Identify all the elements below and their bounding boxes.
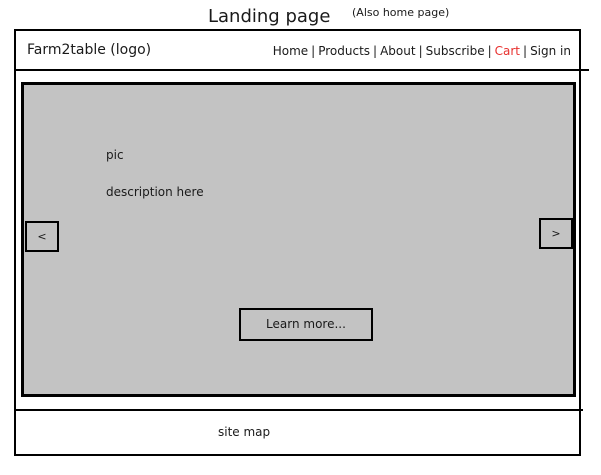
learn-more-button[interactable]: Learn more... (239, 308, 373, 341)
main-nav: Home | Products | About | Subscribe | Cart | Sign … (273, 43, 571, 59)
footer-divider (14, 409, 583, 411)
site-logo[interactable]: Farm2table (logo) (27, 42, 152, 58)
nav-home[interactable]: Home (272, 44, 309, 58)
nav-products[interactable]: Products (318, 44, 371, 58)
sitemap-link[interactable]: site map (218, 425, 271, 439)
nav-separator: | (487, 44, 492, 58)
nav-subscribe[interactable]: Subscribe (425, 44, 485, 58)
nav-separator: | (418, 44, 423, 58)
page-title: Landing page (208, 6, 331, 27)
hero-description: description here (106, 185, 204, 199)
nav-cart[interactable]: Cart (494, 44, 521, 58)
nav-sign-in[interactable]: Sign in (530, 44, 571, 58)
page-frame (14, 29, 581, 456)
nav-separator: | (373, 44, 378, 58)
hero-picture-placeholder: pic (106, 148, 124, 162)
nav-separator: | (311, 44, 316, 58)
nav-separator: | (523, 44, 528, 58)
carousel-prev-button[interactable]: < (25, 221, 59, 252)
page-note: (Also home page) (352, 6, 450, 19)
hero-carousel: pic description here < > Learn more... (21, 82, 576, 397)
nav-about[interactable]: About (380, 44, 416, 58)
carousel-next-button[interactable]: > (539, 218, 573, 249)
site-header: Farm2table (logo) Home | Products | About | Su… (14, 29, 589, 71)
